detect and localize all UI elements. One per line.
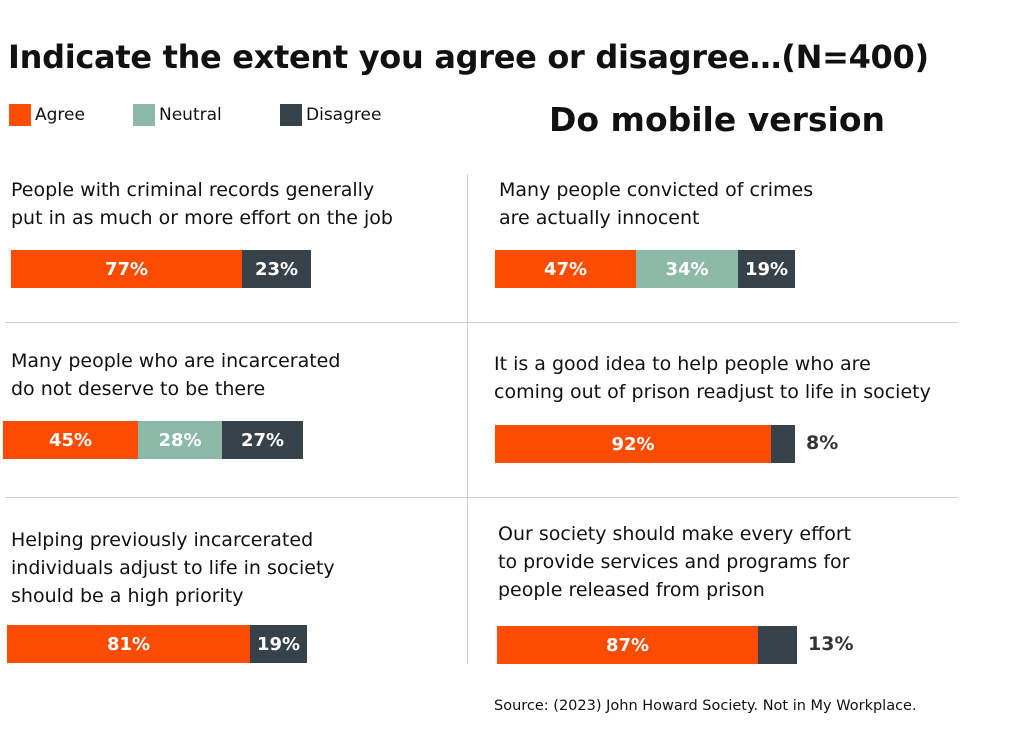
statement-text: Our society should make every effort to p… xyxy=(498,520,851,604)
data-label: 8% xyxy=(806,432,839,454)
statement-line: to provide services and programs for xyxy=(498,551,850,573)
statement-line: Our society should make every effort xyxy=(498,523,852,545)
mobile-note: Do mobile version xyxy=(549,100,886,139)
data-label: 23% xyxy=(254,258,299,280)
stacked-bar: 81% 19% xyxy=(7,625,307,663)
row-divider xyxy=(5,322,958,323)
data-label: 19% xyxy=(744,258,789,280)
source-note: Source: (2023) John Howard Society. Not … xyxy=(494,698,917,714)
legend-swatch-disagree xyxy=(280,104,302,126)
bar-segment-agree: 45% xyxy=(3,421,138,459)
statement-line: coming out of prison readjust to life in… xyxy=(494,381,931,403)
legend-swatch-agree xyxy=(9,104,31,126)
legend-swatch-neutral xyxy=(133,104,155,126)
legend-label-agree: Agree xyxy=(35,105,85,125)
bar-segment-agree: 77% xyxy=(11,250,242,288)
statement-text: People with criminal records generally pu… xyxy=(11,176,393,232)
chart-title: Indicate the extent you agree or disagre… xyxy=(8,38,929,76)
statement-text: It is a good idea to help people who are… xyxy=(494,350,931,406)
stacked-bar: 77% 23% xyxy=(11,250,311,288)
bar-segment-disagree: 23% xyxy=(242,250,311,288)
statement-line: People with criminal records generally xyxy=(11,179,375,201)
statement-line: are actually innocent xyxy=(499,207,700,229)
data-label: 28% xyxy=(158,429,202,451)
statement-line: individuals adjust to life in society xyxy=(11,557,335,579)
bar-segment-neutral: 28% xyxy=(138,421,222,459)
bar-segment-agree: 92% xyxy=(495,425,771,463)
statement-line: Helping previously incarcerated xyxy=(11,529,314,551)
statement-line: Many people who are incarcerated xyxy=(11,350,341,372)
data-label: 13% xyxy=(808,633,854,655)
bar-segment-disagree: 27% xyxy=(222,421,303,459)
bar-segment-disagree: 19% xyxy=(738,250,795,288)
data-label: 27% xyxy=(240,429,285,451)
row-divider xyxy=(5,497,958,498)
statement-line: should be a high priority xyxy=(11,585,244,607)
bar-segment-disagree xyxy=(758,626,797,664)
statement-text: Many people who are incarcerated do not d… xyxy=(11,347,340,403)
data-label: 77% xyxy=(104,258,149,280)
statement-line: It is a good idea to help people who are xyxy=(494,353,871,375)
stacked-bar: 87% xyxy=(497,626,797,664)
bar-segment-disagree: 19% xyxy=(250,625,307,663)
data-label: 34% xyxy=(665,258,709,280)
data-label: 19% xyxy=(256,633,301,655)
stacked-bar: 92% xyxy=(495,425,795,463)
data-label: 92% xyxy=(611,433,655,455)
statement-line: put in as much or more effort on the job xyxy=(11,207,393,229)
bar-segment-agree: 87% xyxy=(497,626,758,664)
legend-label-disagree: Disagree xyxy=(306,105,382,125)
statement-line: people released from prison xyxy=(498,579,765,601)
legend-item-neutral: Neutral xyxy=(133,104,222,126)
bar-segment-neutral: 34% xyxy=(636,250,738,288)
data-label: 87% xyxy=(605,634,650,656)
statement-text: Helping previously incarcerated individua… xyxy=(11,526,335,610)
legend-item-disagree: Disagree xyxy=(280,104,381,126)
data-label: 45% xyxy=(48,429,93,451)
bar-segment-agree: 47% xyxy=(495,250,636,288)
legend-label-neutral: Neutral xyxy=(159,105,222,125)
bar-segment-agree: 81% xyxy=(7,625,250,663)
bar-segment-disagree xyxy=(771,425,795,463)
data-label: 81% xyxy=(106,633,151,655)
stacked-bar: 45% 28% 27% xyxy=(3,421,303,459)
stacked-bar: 47% 34% 19% xyxy=(495,250,795,288)
statement-line: Many people convicted of crimes xyxy=(499,179,814,201)
data-label: 47% xyxy=(543,258,588,280)
legend-item-agree: Agree xyxy=(9,104,85,126)
statement-line: do not deserve to be there xyxy=(11,378,266,400)
statement-text: Many people convicted of crimes are actua… xyxy=(499,176,813,232)
column-divider xyxy=(467,174,468,664)
